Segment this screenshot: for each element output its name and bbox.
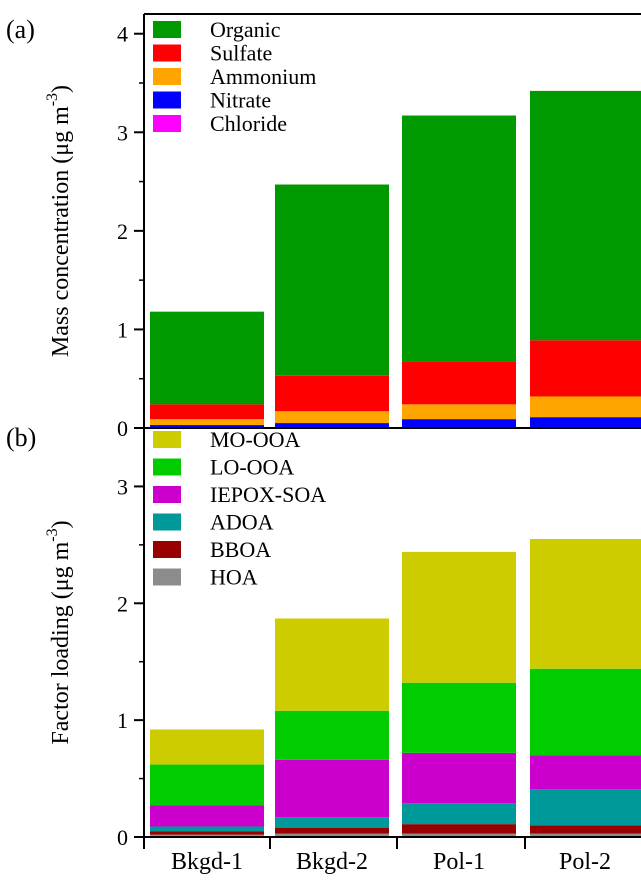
legend-label-lo-ooa: LO-OOA bbox=[210, 455, 294, 480]
y-axis-title-superscript: -3 bbox=[44, 93, 61, 106]
legend-swatch-iepox-soa bbox=[153, 486, 181, 503]
y-axis-title-close: ) bbox=[48, 520, 74, 528]
bar-adoa-bkgd-1 bbox=[150, 826, 264, 832]
legend-label-bboa: BBOA bbox=[210, 537, 271, 562]
bar-bboa-bkgd-1 bbox=[150, 831, 264, 835]
bar-lo-ooa-pol-1 bbox=[402, 682, 516, 753]
bar-lo-ooa-pol-2 bbox=[530, 668, 641, 756]
legend-label-ammonium: Ammonium bbox=[210, 64, 316, 89]
legend-swatch-mo-ooa bbox=[153, 431, 181, 448]
legend-swatch-hoa bbox=[153, 568, 181, 586]
bar-bboa-bkgd-2 bbox=[275, 827, 389, 834]
bar-lo-ooa-bkgd-1 bbox=[150, 764, 264, 806]
bar-adoa-pol-1 bbox=[402, 803, 516, 825]
y-axis-title-main: Mass concentration (μg m bbox=[48, 106, 74, 357]
legend-swatch-chloride bbox=[153, 115, 181, 132]
legend-label-mo-ooa: MO-OOA bbox=[210, 427, 301, 452]
bar-iepox-soa-pol-1 bbox=[402, 752, 516, 804]
y-tick-label: 2 bbox=[117, 591, 128, 616]
legend-swatch-sulfate bbox=[153, 44, 181, 62]
y-axis-title-superscript: -3 bbox=[44, 528, 61, 541]
bar-bboa-pol-2 bbox=[530, 825, 641, 834]
bar-ammonium-bkgd-2 bbox=[275, 411, 389, 424]
bar-mo-ooa-bkgd-2 bbox=[275, 618, 389, 711]
bar-hoa-pol-1 bbox=[402, 833, 516, 837]
legend-label-nitrate: Nitrate bbox=[210, 88, 271, 113]
bar-nitrate-bkgd-1 bbox=[150, 425, 264, 428]
bar-iepox-soa-bkgd-2 bbox=[275, 759, 389, 818]
bar-lo-ooa-bkgd-2 bbox=[275, 710, 389, 760]
panel-a: (a) 0 1 2 3 4 Mass concentration (μg m-3) Organ… bbox=[6, 13, 641, 441]
panel-b: (b) 0 1 2 3 Factor loading (μg m-3) MO-OOA LO-O… bbox=[6, 423, 641, 875]
legend-label-adoa: ADOA bbox=[210, 510, 274, 535]
panel-label: (a) bbox=[6, 15, 35, 44]
bar-nitrate-bkgd-2 bbox=[275, 423, 389, 428]
legend-label-iepox-soa: IEPOX-SOA bbox=[210, 482, 326, 507]
legend-swatch-lo-ooa bbox=[153, 458, 181, 476]
legend-swatch-nitrate bbox=[153, 91, 181, 109]
bar-adoa-pol-2 bbox=[530, 789, 641, 826]
legend-swatch-organic bbox=[153, 21, 181, 38]
y-tick-label: 3 bbox=[117, 120, 128, 145]
bar-hoa-bkgd-2 bbox=[275, 833, 389, 837]
bar-nitrate-pol-2 bbox=[530, 417, 641, 428]
bar-hoa-pol-2 bbox=[530, 833, 641, 837]
bar-ammonium-bkgd-1 bbox=[150, 419, 264, 426]
bar-iepox-soa-bkgd-1 bbox=[150, 805, 264, 827]
legend-swatch-ammonium bbox=[153, 68, 181, 85]
bar-ammonium-pol-2 bbox=[530, 396, 641, 418]
legend-label-hoa: HOA bbox=[210, 565, 258, 590]
bar-iepox-soa-pol-2 bbox=[530, 755, 641, 790]
bar-organic-pol-1 bbox=[402, 115, 516, 362]
y-axis-title-main: Factor loading (μg m bbox=[48, 541, 74, 744]
legend-label-organic: Organic bbox=[210, 17, 281, 42]
bar-bboa-pol-1 bbox=[402, 824, 516, 834]
x-category-label: Pol-2 bbox=[559, 849, 611, 875]
y-axis-title: Mass concentration (μg m-3) bbox=[44, 85, 74, 357]
y-tick-label: 1 bbox=[117, 708, 128, 733]
bar-sulfate-pol-1 bbox=[402, 361, 516, 405]
y-tick-label: 0 bbox=[117, 416, 128, 441]
legend-swatch-bboa bbox=[153, 541, 181, 558]
bar-mo-ooa-bkgd-1 bbox=[150, 729, 264, 765]
bar-nitrate-pol-1 bbox=[402, 419, 516, 428]
bar-sulfate-bkgd-1 bbox=[150, 404, 264, 420]
x-category-label: Pol-1 bbox=[433, 849, 485, 875]
y-axis-title: Factor loading (μg m-3) bbox=[44, 520, 74, 744]
y-tick-label: 2 bbox=[117, 219, 128, 244]
bar-mo-ooa-pol-1 bbox=[402, 551, 516, 683]
bar-organic-bkgd-2 bbox=[275, 184, 389, 376]
legend-swatch-adoa bbox=[153, 513, 181, 531]
y-tick-label: 0 bbox=[117, 825, 128, 850]
bar-organic-pol-2 bbox=[530, 90, 641, 341]
y-tick-label: 4 bbox=[117, 22, 128, 47]
y-tick-label: 1 bbox=[117, 317, 128, 342]
bar-sulfate-bkgd-2 bbox=[275, 375, 389, 412]
bar-adoa-bkgd-2 bbox=[275, 817, 389, 828]
bar-hoa-bkgd-1 bbox=[150, 834, 264, 837]
bar-organic-bkgd-1 bbox=[150, 311, 264, 405]
x-category-label: Bkgd-1 bbox=[171, 849, 243, 875]
bar-mo-ooa-pol-2 bbox=[530, 539, 641, 669]
legend-label-sulfate: Sulfate bbox=[210, 41, 272, 66]
bar-sulfate-pol-2 bbox=[530, 340, 641, 397]
y-tick-label: 3 bbox=[117, 474, 128, 499]
x-category-label: Bkgd-2 bbox=[296, 849, 368, 875]
legend-label-chloride: Chloride bbox=[210, 111, 287, 136]
panel-label: (b) bbox=[6, 423, 36, 452]
bar-ammonium-pol-1 bbox=[402, 404, 516, 420]
y-axis-title-close: ) bbox=[48, 85, 74, 93]
